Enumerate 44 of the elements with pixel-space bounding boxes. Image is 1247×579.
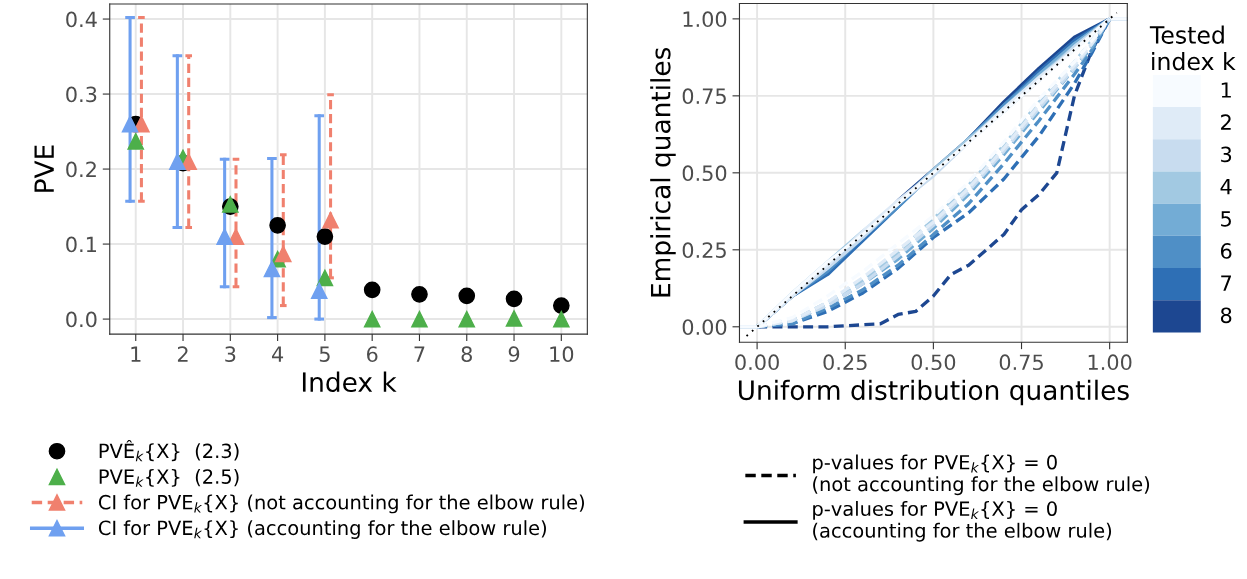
x-tick-label: 0.25 (823, 354, 867, 371)
x-tick-label: 6 (367, 346, 378, 363)
x-tick-label: 0.00 (735, 354, 779, 371)
legend-label: 7 (1221, 275, 1231, 291)
x-tick-label: 0.75 (999, 354, 1043, 371)
y-axis-title: Empirical quantiles (650, 47, 676, 297)
x-tick-label: 8 (461, 346, 472, 363)
legend-title: Tested index k (1149, 25, 1236, 71)
x-axis-title: Index k (302, 371, 397, 393)
legend-label: CI for PVE$_{k}${X} (accounting for the elbow rule) (98, 520, 546, 539)
y-tick-label: 1.00 (683, 11, 727, 28)
x-tick-label: 2 (177, 346, 188, 362)
legend-label: PVÊ$_{k}${X} (2.3) (99, 439, 239, 462)
text: p-values for PVE$_{k}${X} = 0 (accounting for the elbow rule) (813, 501, 1112, 542)
y-tick-label: 0.50 (682, 165, 727, 182)
y-tick-label: 0.4 (66, 11, 97, 28)
legend-label: CI for PVE$_{k}${X} (not accounting for the elbow rule) (98, 494, 585, 514)
y-tick-label: 0.75 (682, 88, 726, 105)
x-axis-title: Uniform distribution quantiles (738, 379, 1129, 406)
x-tick-label: 3 (225, 346, 236, 363)
legend-label: 5 (1221, 211, 1231, 227)
x-tick-label: 10 (550, 346, 574, 363)
legend-label: 4 (1220, 178, 1232, 195)
legend-label: 2 (1221, 114, 1231, 130)
x-tick-label: 5 (319, 346, 330, 363)
legend-label: 1 (1221, 82, 1231, 98)
y-tick-label: 0.2 (66, 161, 96, 178)
x-tick-label: 9 (508, 346, 520, 363)
legend-label: PVE$_{k}${X} (2.5) (99, 468, 239, 487)
legend-label: 3 (1221, 146, 1232, 163)
text: p-values for PVE$_{k}${X} = 0 (not accounting for the elbow rule) (813, 454, 1150, 496)
legend-label: 6 (1220, 243, 1232, 259)
x-tick-label: 7 (414, 346, 425, 362)
y-tick-label: 0.3 (66, 86, 97, 103)
y-tick-label: 0.25 (682, 242, 726, 259)
y-tick-label: 0.00 (682, 319, 727, 335)
x-tick-label: 4 (272, 346, 284, 362)
x-tick-label: 1.00 (1088, 354, 1132, 371)
y-tick-label: 0.0 (66, 311, 97, 328)
legend-label: 8 (1220, 307, 1232, 324)
x-tick-label: 0.50 (911, 354, 956, 371)
y-tick-label: 0.1 (66, 236, 97, 253)
x-tick-label: 1 (131, 346, 141, 362)
y-axis-title: PVE (34, 145, 54, 192)
